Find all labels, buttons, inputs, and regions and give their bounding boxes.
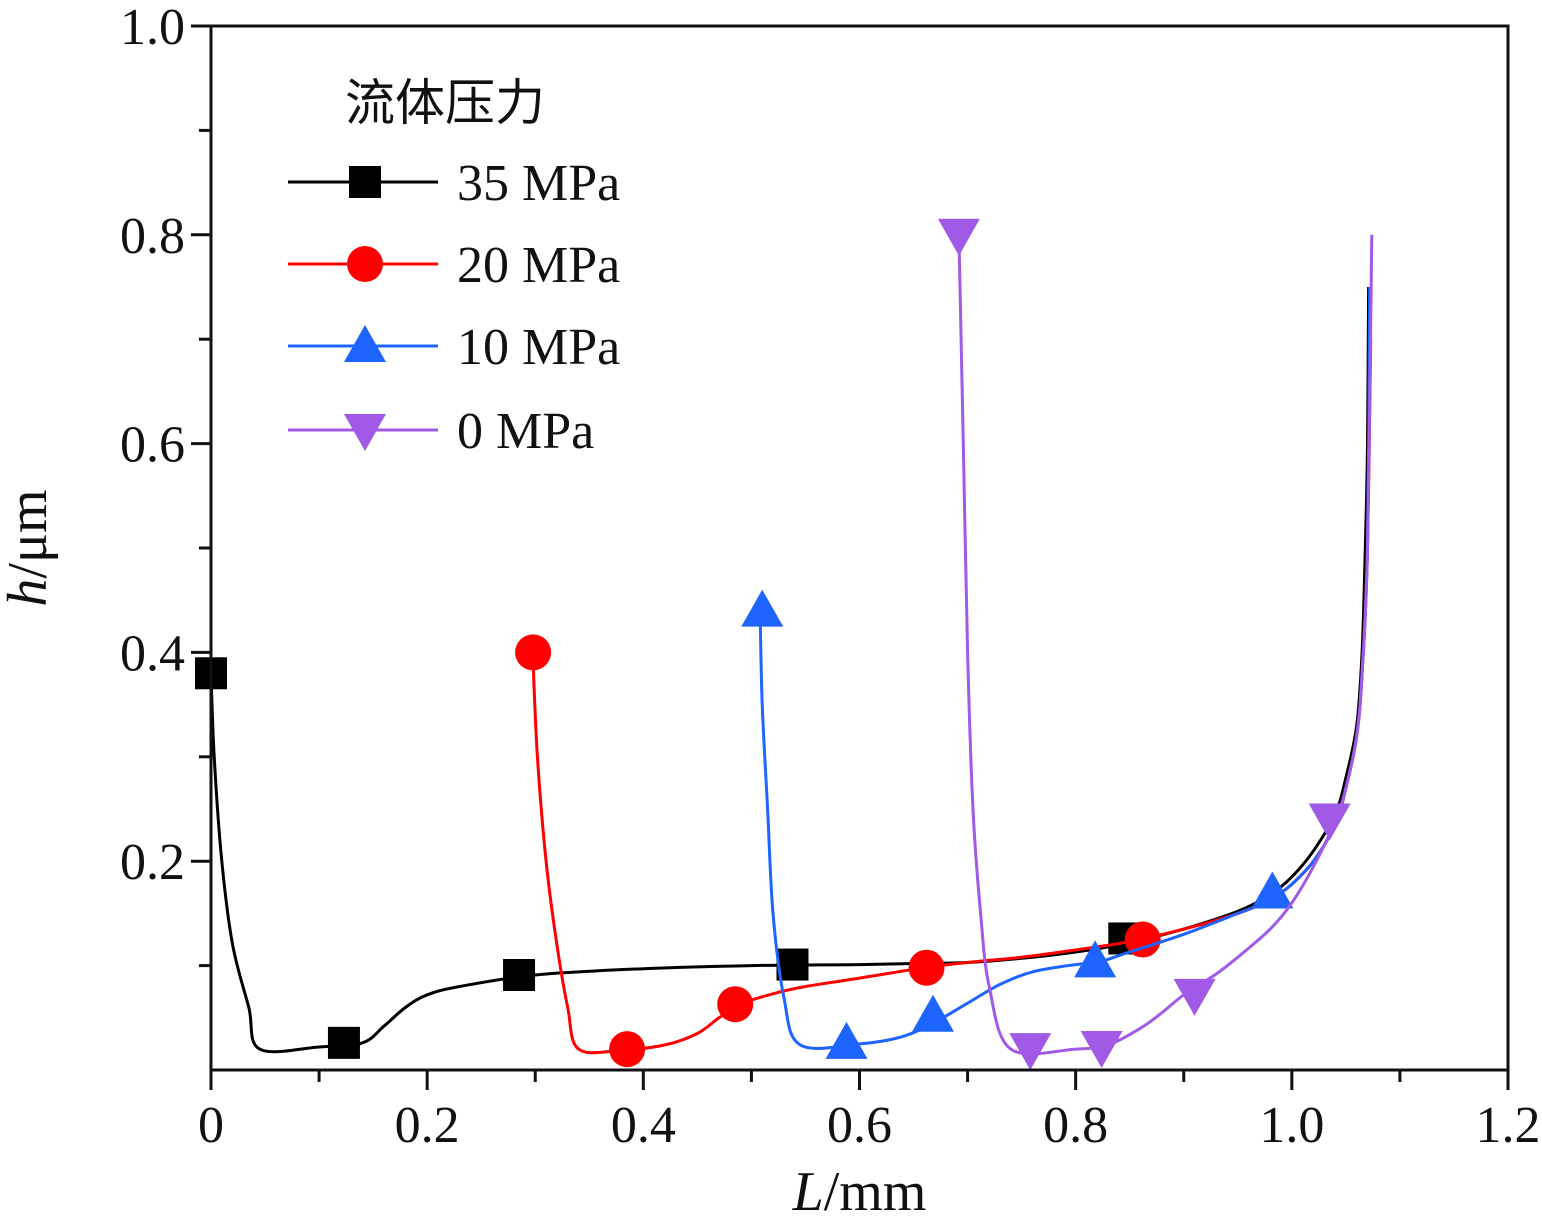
data-point-35-mpa <box>776 948 809 981</box>
data-point-10-mpa <box>741 589 784 627</box>
legend-label: 35 MPa <box>457 155 620 212</box>
y-tick-label: 0.6 <box>120 417 185 474</box>
data-point-10-mpa <box>1074 940 1117 978</box>
legend-item-10-mpa: 10 MPa <box>288 319 620 376</box>
legend-title: 流体压力 <box>345 74 545 132</box>
data-point-10-mpa <box>911 994 954 1032</box>
data-point-0-mpa <box>1009 1033 1052 1071</box>
x-axis-variable: L <box>792 1161 824 1216</box>
y-tick-label: 0.8 <box>120 208 185 265</box>
legend-marker <box>344 414 386 451</box>
data-point-20-mpa <box>1124 921 1161 958</box>
legend-marker <box>349 166 381 198</box>
series-20-mpa <box>515 339 1373 1068</box>
data-point-10-mpa <box>825 1021 868 1059</box>
x-tick-label: 0 <box>198 1097 224 1154</box>
legend-label: 10 MPa <box>457 319 620 376</box>
y-axis-variable: h <box>0 579 59 607</box>
data-point-20-mpa <box>515 634 552 671</box>
ticks-layer: 0 0.2 0.4 0.6 0.8 1.0 1.2 0.2 0.4 0.6 0.8 1.0 <box>120 0 1541 1154</box>
legend-item-35-mpa: 35 MPa <box>288 155 620 212</box>
data-point-10-mpa <box>1251 871 1294 909</box>
legend: 流体压力 35 MPa 20 MPa 10 MPa 0 MPa <box>288 74 620 460</box>
x-tick-label: 0.4 <box>611 1097 676 1154</box>
data-point-20-mpa <box>908 949 945 986</box>
y-axis-title: h/μm <box>0 489 59 606</box>
x-axis-unit: /mm <box>824 1161 927 1216</box>
data-point-0-mpa <box>937 218 980 256</box>
legend-item-0-mpa: 0 MPa <box>288 403 594 460</box>
x-tick-label: 1.2 <box>1476 1097 1541 1154</box>
y-tick-label: 0.4 <box>120 625 185 682</box>
x-axis-title: L/mm <box>792 1161 927 1216</box>
series-0-mpa <box>937 218 1374 1071</box>
series-line-35-mpa <box>209 286 1371 1054</box>
data-point-0-mpa <box>1308 803 1351 841</box>
legend-item-20-mpa: 20 MPa <box>288 237 620 294</box>
legend-marker <box>347 246 383 282</box>
legend-marker <box>344 325 386 362</box>
data-point-0-mpa <box>1080 1031 1123 1069</box>
data-point-35-mpa <box>327 1026 360 1059</box>
legend-label: 20 MPa <box>457 237 620 294</box>
data-point-20-mpa <box>609 1031 646 1068</box>
x-tick-label: 0.8 <box>1043 1097 1108 1154</box>
data-point-0-mpa <box>1173 978 1216 1016</box>
x-tick-label: 1.0 <box>1259 1097 1324 1154</box>
y-tick-label: 0.2 <box>120 834 185 891</box>
series-line-0-mpa <box>957 234 1374 1056</box>
x-tick-label: 0.6 <box>827 1097 892 1154</box>
y-tick-label: 1.0 <box>120 0 185 56</box>
x-tick-label: 0.2 <box>395 1097 460 1154</box>
y-axis-unit: /μm <box>0 489 59 578</box>
data-point-35-mpa <box>503 958 536 991</box>
data-point-20-mpa <box>717 986 754 1023</box>
legend-label: 0 MPa <box>457 403 594 460</box>
